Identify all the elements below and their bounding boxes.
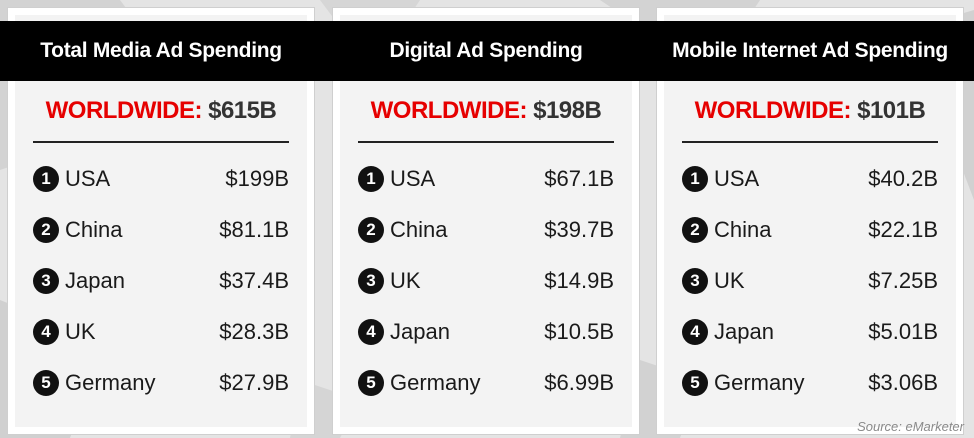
worldwide-total: WORLDWIDE: $615B <box>15 97 307 125</box>
country-name: UK <box>390 267 421 293</box>
country-name: China <box>390 216 448 242</box>
worldwide-value: $101B <box>857 97 926 124</box>
ranking-row: 3 Japan $37.4B <box>33 255 289 306</box>
worldwide-label: WORLDWIDE: <box>370 97 528 124</box>
worldwide-total: WORLDWIDE: $101B <box>664 97 956 125</box>
ranking-row: 2 China $81.1B <box>33 204 289 255</box>
ranking-row: 1 USA $40.2B <box>682 153 938 204</box>
ranking-row: 1 USA $67.1B <box>358 153 614 204</box>
rank-badge: 1 <box>33 165 59 192</box>
worldwide-value: $198B <box>533 97 602 124</box>
source-note: Source: eMarketer <box>857 419 964 434</box>
country-name: UK <box>65 318 96 344</box>
card-title: Mobile Internet Ad Spending <box>646 21 974 81</box>
divider <box>358 141 614 143</box>
ranking-row: 1 USA $199B <box>33 153 289 204</box>
ranking-row: 4 UK $28.3B <box>33 306 289 357</box>
country-name: China <box>65 216 123 242</box>
spending-value: $199B <box>225 165 289 191</box>
card-title: Total Media Ad Spending <box>0 21 325 81</box>
country-name: USA <box>714 165 760 191</box>
ranking-row: 3 UK $14.9B <box>358 255 614 306</box>
ad-spending-card: WORLDWIDE: $101B 1 USA $40.2B 2 China $22.1B 3 U… <box>646 8 974 434</box>
card-body: WORLDWIDE: $101B 1 USA $40.2B 2 China $22.1B 3 U… <box>664 15 956 427</box>
ranking-row: 5 Germany $27.9B <box>33 357 289 408</box>
rank-badge: 2 <box>682 216 708 243</box>
ranking-list: 1 USA $199B 2 China $81.1B 3 Japan $37.4B 4 UK $28.… <box>33 153 289 408</box>
ranking-row: 5 Germany $3.06B <box>682 357 938 408</box>
spending-value: $37.4B <box>219 267 289 293</box>
spending-value: $7.25B <box>868 267 938 293</box>
country-name: Japan <box>65 267 125 293</box>
ranking-row: 5 Germany $6.99B <box>358 357 614 408</box>
spending-value: $22.1B <box>868 216 938 242</box>
card-body: WORLDWIDE: $198B 1 USA $67.1B 2 China $39.7B 3 U… <box>340 15 632 427</box>
ranking-row: 4 Japan $5.01B <box>682 306 938 357</box>
spending-value: $3.06B <box>868 369 938 395</box>
ranking-row: 3 UK $7.25B <box>682 255 938 306</box>
spending-value: $67.1B <box>544 165 614 191</box>
country-name: Germany <box>390 369 481 395</box>
spending-value: $27.9B <box>219 369 289 395</box>
ranking-row: 2 China $39.7B <box>358 204 614 255</box>
spending-value: $6.99B <box>544 369 614 395</box>
rank-badge: 3 <box>358 267 384 294</box>
rank-badge: 5 <box>358 369 384 396</box>
spending-value: $28.3B <box>219 318 289 344</box>
rank-badge: 5 <box>33 369 59 396</box>
country-name: UK <box>714 267 745 293</box>
card-title: Digital Ad Spending <box>322 21 650 81</box>
rank-badge: 2 <box>33 216 59 243</box>
ranking-list: 1 USA $40.2B 2 China $22.1B 3 UK $7.25B 4 Japan $5.… <box>682 153 938 408</box>
card-body: WORLDWIDE: $615B 1 USA $199B 2 China $81.1B 3 Ja… <box>15 15 307 427</box>
worldwide-total: WORLDWIDE: $198B <box>340 97 632 125</box>
worldwide-label: WORLDWIDE: <box>45 97 203 124</box>
rank-badge: 4 <box>33 318 59 345</box>
country-name: China <box>714 216 772 242</box>
spending-value: $39.7B <box>544 216 614 242</box>
rank-badge: 4 <box>682 318 708 345</box>
ranking-row: 2 China $22.1B <box>682 204 938 255</box>
worldwide-value: $615B <box>208 97 277 124</box>
rank-badge: 2 <box>358 216 384 243</box>
country-name: Germany <box>714 369 805 395</box>
country-name: USA <box>65 165 111 191</box>
divider <box>33 141 289 143</box>
ranking-list: 1 USA $67.1B 2 China $39.7B 3 UK $14.9B 4 Japan $10… <box>358 153 614 408</box>
spending-value: $14.9B <box>544 267 614 293</box>
country-name: Japan <box>390 318 450 344</box>
ad-spending-card: WORLDWIDE: $198B 1 USA $67.1B 2 China $39.7B 3 U… <box>322 8 650 434</box>
ranking-row: 4 Japan $10.5B <box>358 306 614 357</box>
rank-badge: 1 <box>358 165 384 192</box>
spending-value: $5.01B <box>868 318 938 344</box>
rank-badge: 3 <box>33 267 59 294</box>
country-name: USA <box>390 165 436 191</box>
spending-value: $40.2B <box>868 165 938 191</box>
ad-spending-card: WORLDWIDE: $615B 1 USA $199B 2 China $81.1B 3 Ja… <box>0 8 325 434</box>
rank-badge: 3 <box>682 267 708 294</box>
spending-value: $81.1B <box>219 216 289 242</box>
spending-value: $10.5B <box>544 318 614 344</box>
rank-badge: 4 <box>358 318 384 345</box>
worldwide-label: WORLDWIDE: <box>694 97 852 124</box>
divider <box>682 141 938 143</box>
country-name: Germany <box>65 369 156 395</box>
rank-badge: 1 <box>682 165 708 192</box>
rank-badge: 5 <box>682 369 708 396</box>
country-name: Japan <box>714 318 774 344</box>
